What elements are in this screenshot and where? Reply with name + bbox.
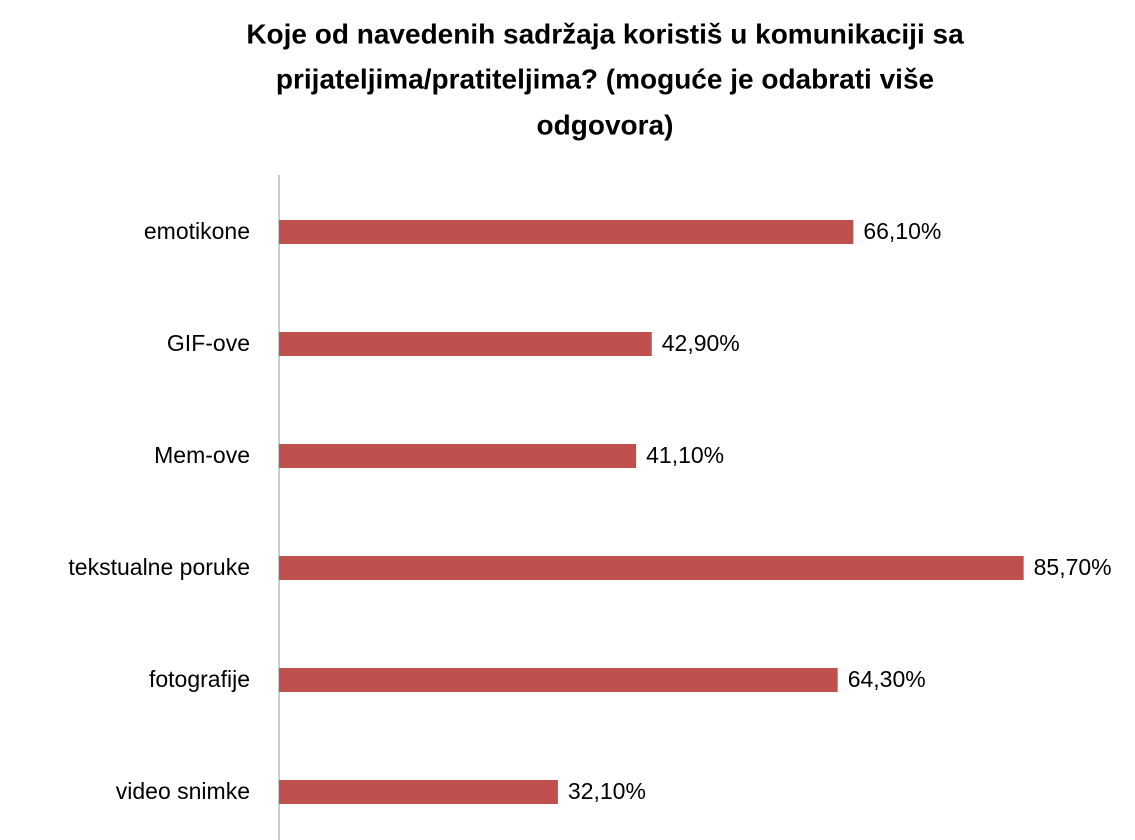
chart-title: prijateljima/pratiteljima? (moguće je od… — [276, 63, 934, 94]
y-tick-label: GIF-ove — [167, 330, 250, 356]
bar — [279, 668, 838, 692]
value-label: 66,10% — [863, 218, 941, 244]
value-label: 32,10% — [568, 778, 646, 804]
bar — [279, 444, 637, 468]
value-label: 64,30% — [848, 666, 926, 692]
value-label: 41,10% — [646, 442, 724, 468]
chart-title: odgovora) — [537, 109, 674, 140]
y-tick-label: tekstualne poruke — [68, 554, 250, 580]
value-label: 85,70% — [1034, 554, 1112, 580]
value-label: 42,90% — [662, 330, 740, 356]
bar — [279, 332, 652, 356]
bar — [279, 556, 1024, 580]
y-tick-label: video snimke — [116, 778, 250, 804]
chart-title: Koje od navedenih sadržaja koristiš u ko… — [246, 18, 964, 49]
bar — [279, 780, 558, 804]
bar — [279, 220, 854, 244]
y-tick-label: Mem-ove — [154, 442, 250, 468]
y-tick-label: emotikone — [144, 218, 250, 244]
y-tick-label: fotografije — [149, 666, 250, 692]
